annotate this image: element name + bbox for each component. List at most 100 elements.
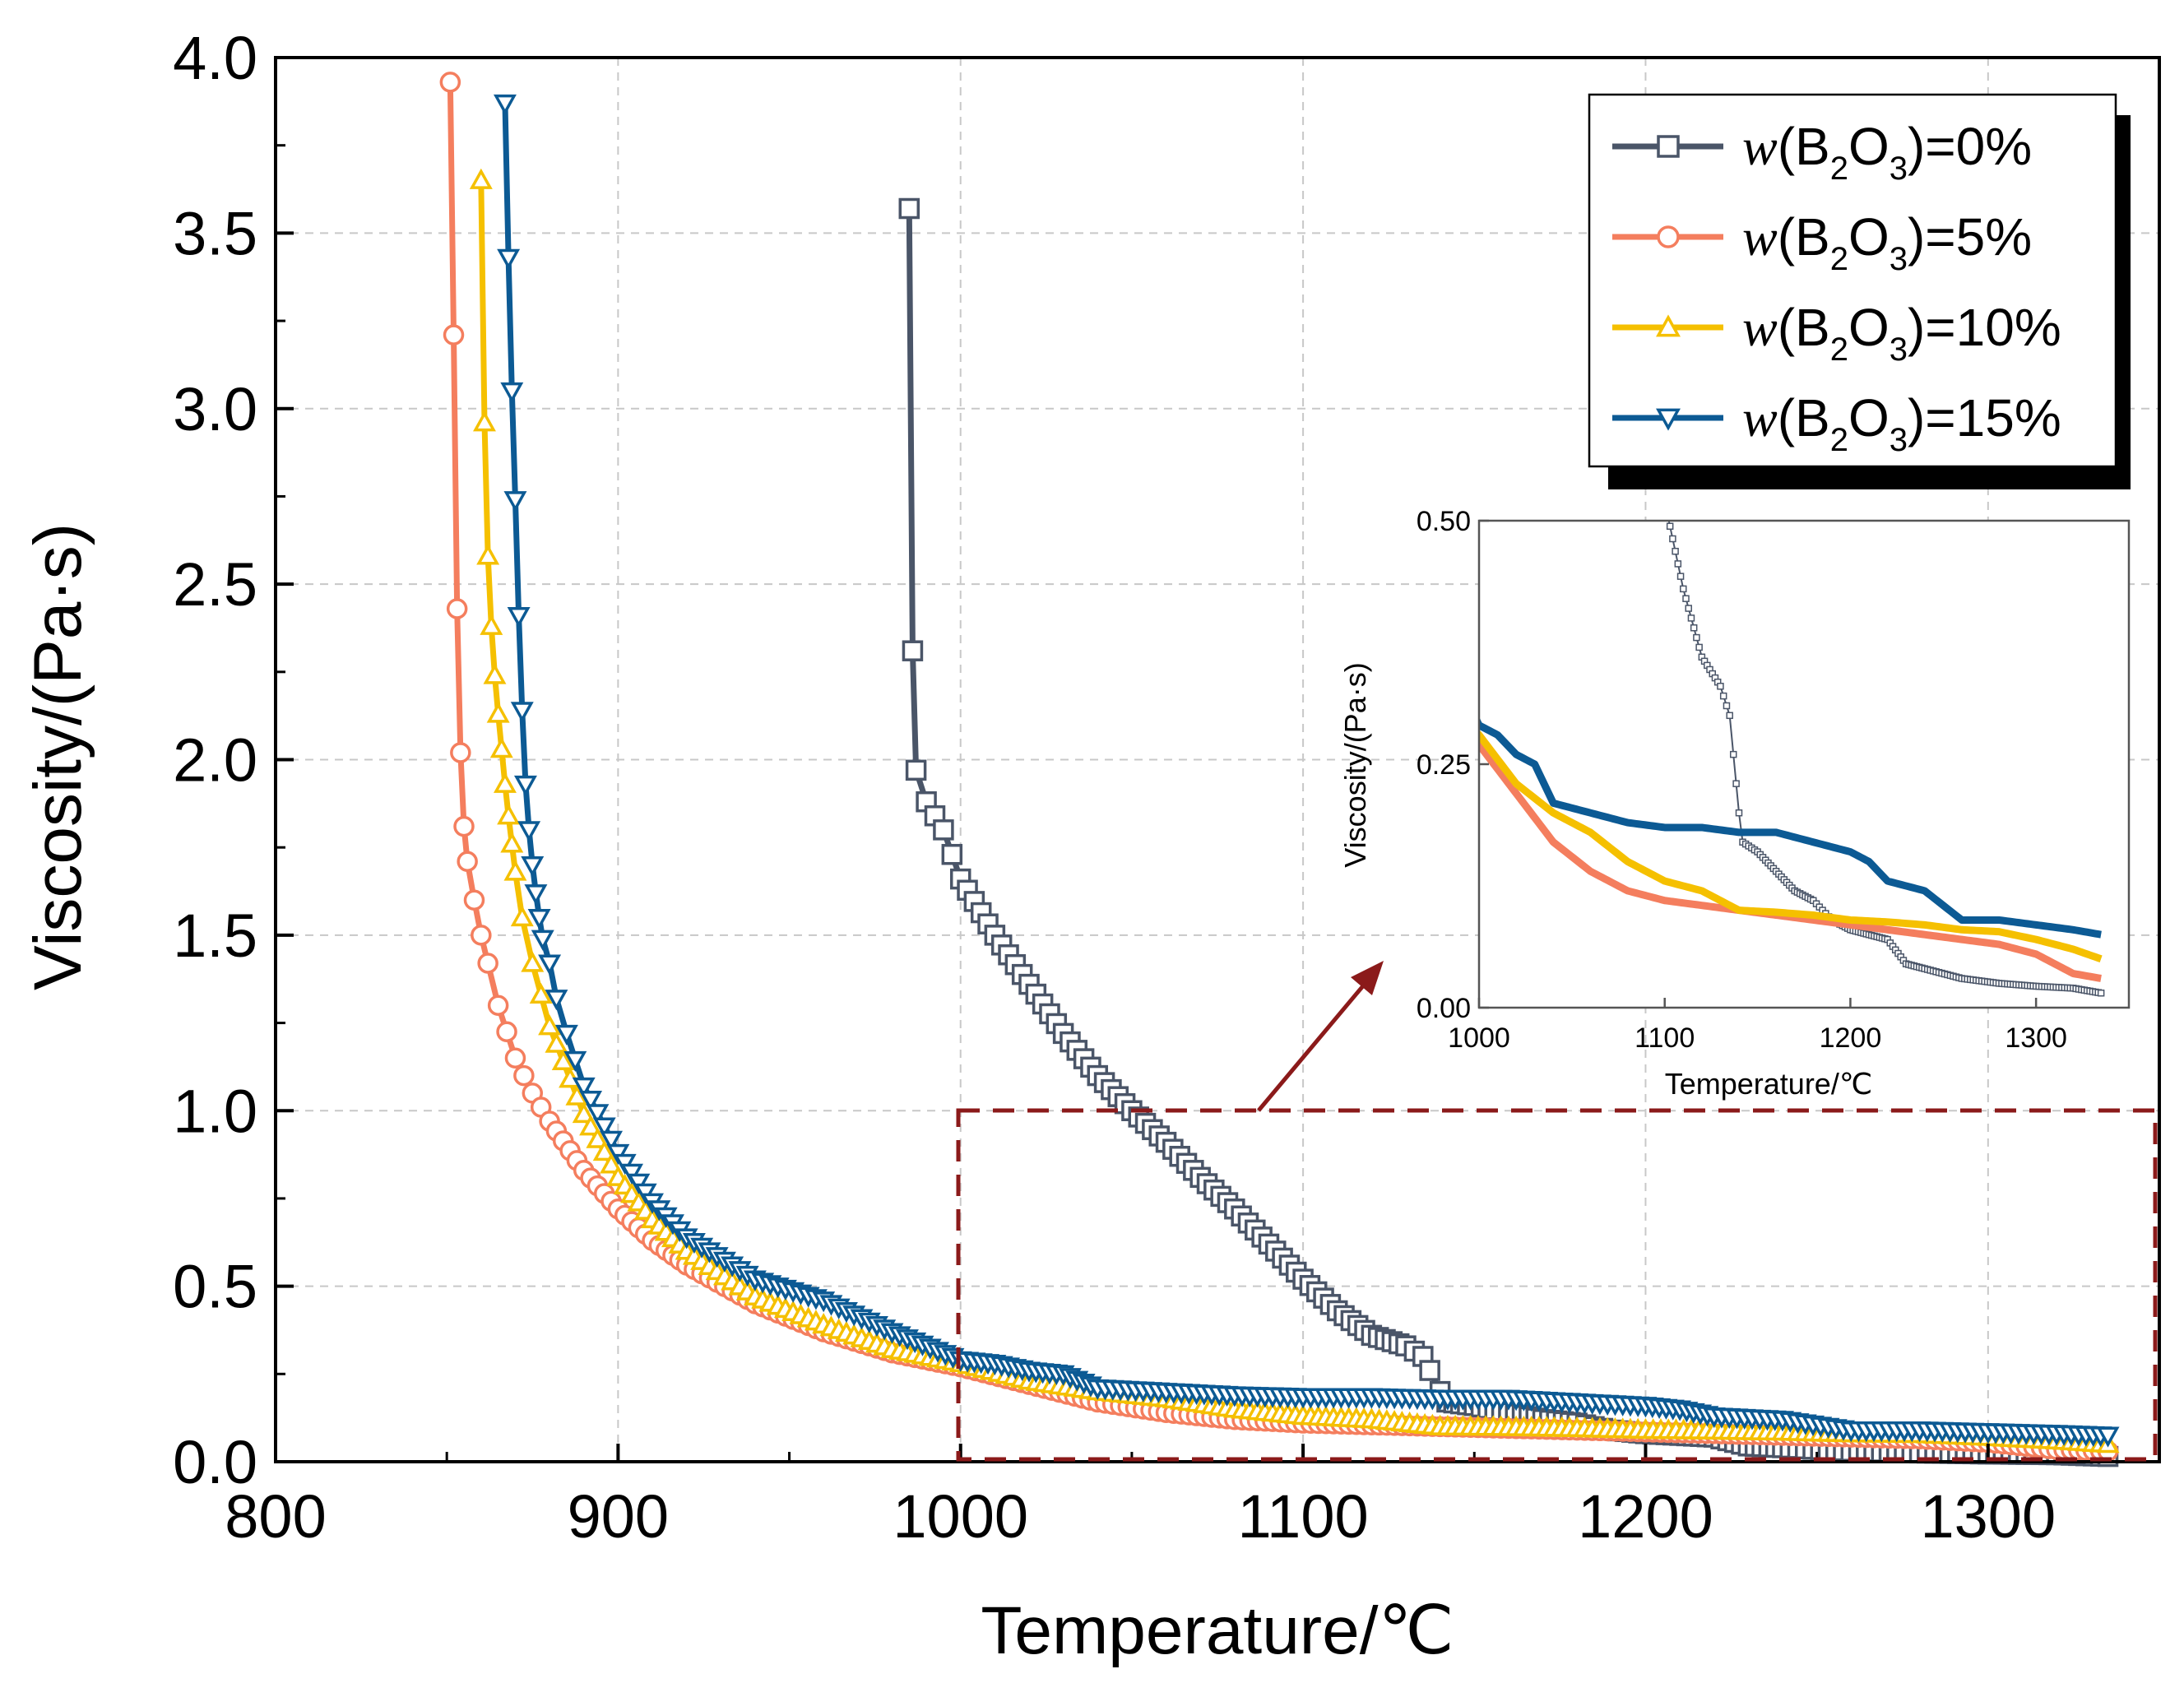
data-point	[613, 1153, 637, 1175]
data-point	[446, 598, 468, 619]
x-tick-label: 1200	[1578, 1482, 1713, 1551]
data-point	[905, 759, 927, 781]
data-point	[469, 168, 493, 189]
data-point	[592, 1117, 616, 1138]
inset-data-point	[1690, 624, 1698, 632]
x-tick-label: 1300	[1921, 1482, 2056, 1551]
data-point	[504, 1047, 526, 1069]
inset-data-point	[1569, 31, 1574, 37]
data-point	[477, 953, 498, 974]
data-point	[898, 197, 920, 220]
data-point	[487, 994, 509, 1016]
data-point	[572, 1101, 596, 1124]
data-point	[2096, 1426, 2120, 1448]
data-point	[486, 702, 510, 723]
data-point	[510, 905, 534, 927]
data-point	[489, 737, 513, 758]
data-point	[551, 1049, 575, 1071]
inset-x-tick-label: 1200	[1820, 1022, 1882, 1054]
data-point	[579, 1115, 603, 1136]
data-point	[510, 702, 534, 723]
data-point	[497, 248, 521, 270]
data-point	[627, 1173, 651, 1194]
data-point	[579, 1091, 603, 1112]
legend-label: w(B2O3)=0%	[1742, 117, 2032, 187]
data-point	[606, 1143, 630, 1166]
x-tick-label: 1100	[1238, 1482, 1369, 1551]
data-point	[450, 742, 471, 763]
inset-x-tick-label: 1100	[1635, 1022, 1695, 1054]
data-point	[471, 925, 492, 946]
y-tick-label: 2.5	[173, 550, 257, 619]
inset-data-point	[1685, 605, 1692, 612]
data-point	[463, 889, 485, 911]
data-point	[538, 954, 562, 976]
legend-item-0: w(B2O3)=0%	[1612, 117, 2032, 187]
data-point	[473, 410, 496, 432]
main-ticks: 800 900 1000 1100 1200 1300 0.0 0.5 1.0 1.5 2.0 2.5…	[173, 24, 2056, 1551]
inset-data-point	[1674, 560, 1682, 568]
inset-data-point	[1664, 511, 1670, 517]
data-point	[538, 1014, 562, 1036]
legend-item-1: w(B2O3)=5%	[1612, 207, 2032, 277]
inset-series	[1479, 31, 2105, 997]
data-point	[545, 1032, 568, 1053]
inset-data-point	[1735, 809, 1743, 817]
data-point	[480, 614, 503, 635]
inset-x-tick-label: 1000	[1448, 1022, 1510, 1054]
legend-marker	[1656, 314, 1681, 337]
inset-series-2	[1479, 729, 2103, 963]
inset-series-3	[1479, 716, 2103, 939]
data-point	[500, 382, 524, 404]
zoom-arrow	[1257, 961, 1384, 1112]
data-point	[941, 843, 963, 865]
inset-data-point	[1717, 683, 1724, 690]
x-tick-label: 900	[568, 1482, 669, 1551]
inset-data-point	[1672, 547, 1679, 555]
inset-data-point	[1693, 633, 1700, 642]
inset-y-axis-title: Viscosity/(Pa·s)	[1338, 662, 1372, 867]
zoom-region-box	[956, 1108, 2158, 1462]
data-point	[503, 860, 527, 881]
data-point	[521, 951, 545, 972]
inset-y-tick-label: 0.00	[1417, 993, 1471, 1024]
y-tick-label: 4.0	[173, 24, 257, 92]
y-tick-label: 1.0	[173, 1077, 257, 1145]
inset-chart: 1000 1100 1200 1300 0.00 0.25 0.50 Temperature…	[1338, 31, 2131, 1101]
inset-data-point	[1579, 81, 1585, 86]
data-point	[500, 832, 524, 853]
data-point	[493, 772, 517, 793]
inset-y-tick-label: 0.25	[1417, 749, 1471, 781]
main-series	[439, 72, 2120, 1467]
inset-data-point	[1666, 522, 1674, 531]
data-point	[545, 990, 568, 1011]
data-point	[902, 640, 924, 661]
inset-data-point	[1680, 585, 1687, 593]
inset-data-point	[1682, 595, 1690, 602]
y-tick-label: 2.0	[173, 726, 257, 795]
inset-series-line	[1479, 729, 2103, 963]
legend-marker	[1657, 225, 1680, 248]
data-point	[503, 491, 527, 512]
inset-x-tick-label: 1300	[2005, 1022, 2067, 1054]
data-point	[496, 1021, 517, 1042]
data-point	[443, 324, 465, 345]
inset-data-point	[1729, 750, 1737, 758]
data-point	[483, 663, 507, 684]
legend-item-3: w(B2O3)=15%	[1612, 388, 2061, 458]
series-3	[493, 94, 2120, 1448]
inset-data-point	[1669, 535, 1676, 543]
data-point	[563, 1050, 587, 1072]
legend-item-2: w(B2O3)=10%	[1612, 298, 2061, 368]
data-point	[592, 1140, 616, 1161]
data-point	[554, 1024, 578, 1046]
x-axis-title: Temperature/℃	[981, 1593, 1454, 1668]
data-point	[600, 1130, 624, 1152]
inset-data-point	[1732, 780, 1740, 787]
data-point	[933, 819, 954, 841]
legend-marker	[1656, 408, 1681, 431]
data-point	[476, 544, 500, 565]
y-tick-label: 3.0	[173, 375, 257, 443]
data-point	[531, 930, 554, 951]
data-point	[586, 1104, 610, 1125]
